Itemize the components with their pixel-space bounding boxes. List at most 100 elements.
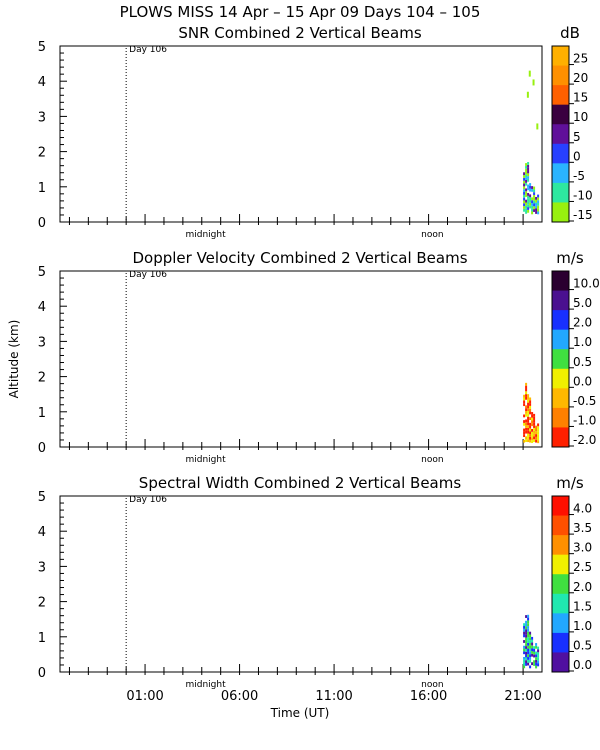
echo-cell [529, 205, 532, 209]
echo-cell [531, 648, 534, 651]
y-tick-label: 0 [38, 216, 46, 231]
echo-cell [527, 657, 530, 660]
colorbar-segment [552, 329, 569, 350]
echo-cell [527, 648, 530, 652]
colorbar-label: 25 [573, 52, 588, 66]
echo-cell [537, 208, 540, 212]
colorbar-unit: dB [560, 24, 580, 42]
echo-cell [525, 654, 528, 658]
echo-cell [523, 183, 526, 187]
echo-cell [531, 203, 534, 206]
echo-cell [527, 617, 530, 621]
echo-cell [531, 650, 534, 654]
echo-cell [536, 123, 539, 130]
echo-cell [525, 422, 528, 426]
plot-frame [59, 45, 543, 223]
echo-cell [533, 439, 536, 443]
echo-cell [535, 425, 538, 429]
echo-cell [523, 665, 526, 669]
y-tick-label: 1 [38, 631, 46, 646]
y-tick-label: 1 [38, 406, 46, 421]
y-tick-label: 5 [38, 265, 46, 280]
echo-cell [525, 413, 528, 417]
colorbar-segment [552, 349, 569, 370]
echo-cell [527, 433, 530, 437]
inner-label-noon: noon [421, 455, 443, 465]
echo-cell [533, 660, 536, 664]
echo-cell [533, 186, 536, 190]
echo-cell [525, 385, 528, 389]
echo-cell [531, 431, 534, 435]
colorbar-segment [552, 310, 569, 331]
echo-cell [525, 637, 528, 641]
echo-cell [535, 208, 538, 212]
colorbar-segment [552, 632, 569, 653]
y-tick-label: 2 [38, 596, 46, 611]
echo-cell [529, 634, 532, 638]
echo-cell [523, 645, 526, 649]
echo-cell [527, 436, 530, 440]
inner-label-midnight: midnight [185, 455, 226, 465]
echo-cell [523, 175, 526, 178]
echo-cell [533, 646, 536, 649]
colorbar-segment [552, 407, 569, 428]
echo-cell [537, 655, 540, 658]
colorbar-segment [552, 202, 569, 223]
echo-cell [525, 210, 528, 214]
y-tick-label: 5 [38, 40, 46, 55]
echo-cell [527, 614, 530, 618]
echo-cell [523, 197, 526, 201]
echo-cell [527, 411, 530, 414]
echo-data [523, 614, 540, 669]
echo-cell [537, 426, 540, 430]
echo-cell [527, 631, 530, 635]
colorbar-label: 10.0 [573, 277, 600, 291]
echo-cell [531, 440, 534, 444]
echo-cell [525, 623, 528, 627]
colorbar-segment [552, 290, 569, 311]
echo-cell [523, 640, 526, 643]
colorbar-label: -2.0 [573, 433, 596, 447]
echo-cell [523, 186, 526, 190]
echo-cell [533, 648, 536, 652]
echo-cell [535, 428, 538, 432]
echo-cell [523, 648, 526, 652]
echo-cell [527, 204, 530, 208]
echo-cell [525, 663, 528, 666]
echo-cell [525, 629, 528, 633]
echo-cell [533, 209, 536, 212]
echo-cell [523, 203, 526, 207]
echo-cell [523, 397, 526, 401]
echo-cell [525, 382, 528, 386]
day-marker-label: Day 106 [129, 270, 167, 280]
echo-cell [525, 660, 528, 664]
echo-cell [529, 417, 532, 420]
x-axis-label: Time (UT) [270, 706, 330, 720]
echo-cell [527, 176, 530, 179]
echo-cell [535, 659, 538, 663]
colorbar-label: -1.0 [573, 413, 596, 427]
colorbar-label: 0.5 [573, 355, 592, 369]
echo-cell [529, 657, 532, 660]
echo-cell [523, 628, 526, 632]
colorbar-segment [552, 85, 569, 106]
echo-cell [535, 205, 538, 209]
echo-cell [533, 206, 536, 210]
echo-cell [533, 654, 536, 658]
x-tick-label: 11:00 [315, 689, 352, 704]
echo-cell [527, 178, 530, 182]
y-tick-label: 3 [38, 110, 46, 125]
colorbar-label: 15 [573, 91, 588, 105]
echo-cell [523, 400, 526, 404]
colorbar-segment [552, 65, 569, 86]
echo-cell [529, 183, 532, 186]
echo-cell [529, 397, 532, 401]
echo-cell [535, 434, 538, 437]
echo-cell [533, 430, 536, 434]
echo-cell [527, 405, 530, 409]
echo-cell [537, 440, 540, 444]
echo-cell [527, 419, 530, 423]
colorbar-frame [551, 495, 570, 673]
echo-cell [525, 174, 528, 178]
echo-cell [527, 173, 530, 177]
